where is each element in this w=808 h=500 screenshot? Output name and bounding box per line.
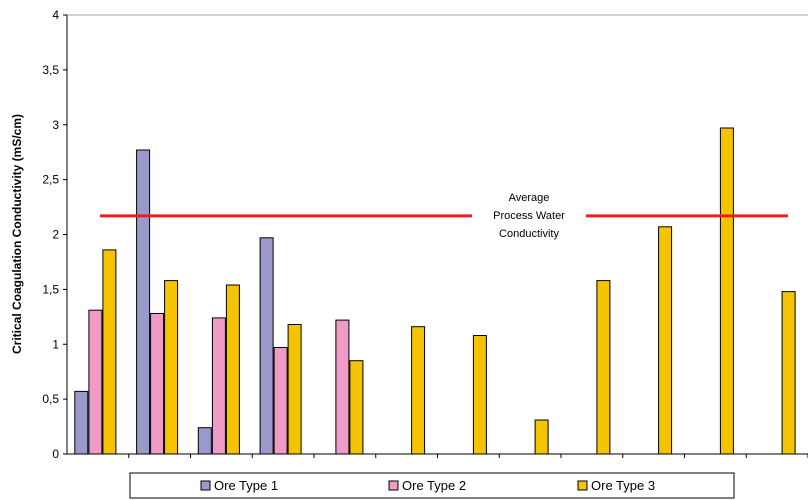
bar xyxy=(165,281,178,454)
legend-label: Ore Type 1 xyxy=(214,478,278,493)
bar xyxy=(782,292,795,454)
bar xyxy=(198,428,211,454)
y-axis-ticks: 0 0,5 1 1,5 2 2,5 3 3,5 4 xyxy=(42,8,67,461)
bars xyxy=(75,128,795,454)
legend-swatch xyxy=(201,481,210,490)
plot-frame xyxy=(67,15,808,454)
bar xyxy=(103,250,116,454)
legend-swatch xyxy=(578,481,587,490)
reference-line-group: Average Process Water Conductivity xyxy=(100,192,788,240)
bar xyxy=(288,325,301,455)
y-tick-label: 3 xyxy=(52,118,59,132)
bar xyxy=(350,361,363,454)
legend-swatch xyxy=(389,481,398,490)
bar xyxy=(659,227,672,454)
bar xyxy=(412,327,425,454)
bar xyxy=(212,318,225,454)
y-tick-label: 0,5 xyxy=(42,392,59,406)
bar xyxy=(89,310,102,454)
bar xyxy=(720,128,733,454)
legend-label: Ore Type 3 xyxy=(591,478,655,493)
bar xyxy=(535,420,548,454)
reference-line-label: Conductivity xyxy=(499,228,559,240)
y-tick-label: 0 xyxy=(52,447,59,461)
legend-label: Ore Type 2 xyxy=(402,478,466,493)
reference-line-label: Process Water xyxy=(493,210,565,222)
bar xyxy=(151,314,164,455)
y-tick-label: 2 xyxy=(52,228,59,242)
bar xyxy=(75,391,88,454)
bar xyxy=(473,336,486,455)
bar xyxy=(597,281,610,454)
bar xyxy=(137,150,150,454)
y-axis-label: Critical Coagulation Conductivity (mS/cm… xyxy=(10,114,24,354)
y-tick-label: 1,5 xyxy=(42,282,59,296)
bar xyxy=(336,320,349,454)
legend: Ore Type 1 Ore Type 2 Ore Type 3 xyxy=(130,473,734,498)
y-tick-label: 3,5 xyxy=(42,63,59,77)
bar xyxy=(260,238,273,454)
y-tick-label: 2,5 xyxy=(42,173,59,187)
y-tick-label: 4 xyxy=(52,8,59,22)
x-axis-ticks xyxy=(129,454,808,458)
reference-line-label: Average xyxy=(509,192,550,204)
bar xyxy=(226,285,239,454)
y-tick-label: 1 xyxy=(52,337,59,351)
bar xyxy=(274,348,287,455)
